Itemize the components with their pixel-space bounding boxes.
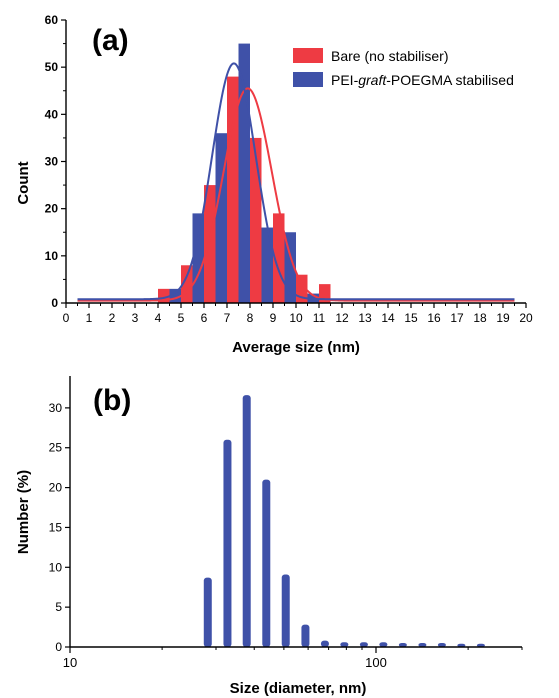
y-tick-label: 25 [49, 441, 63, 455]
bar-a-series0 [204, 185, 216, 303]
fit-curve-series0 [77, 87, 515, 302]
y-tick-label: 10 [45, 249, 59, 263]
y-tick-label: 10 [49, 560, 63, 574]
bar-b [437, 643, 446, 647]
y-tick-label: 50 [45, 60, 59, 74]
x-tick-label: 7 [224, 311, 231, 325]
bar-a-series1 [192, 213, 204, 303]
legend-swatch-bare [293, 48, 323, 63]
bar-a-series0 [273, 213, 285, 303]
panel-b-label: (b) [93, 384, 131, 417]
panel-a-x-axis-title: Average size (nm) [232, 339, 360, 356]
bar-b [262, 479, 271, 647]
panel-b-bars [203, 395, 485, 647]
y-tick-label: 40 [45, 107, 59, 121]
x-tick-label: 8 [247, 311, 254, 325]
bar-a-series1 [169, 288, 181, 303]
x-tick-label: 10 [63, 655, 77, 670]
x-tick-label: 19 [496, 311, 510, 325]
x-tick-label: 15 [404, 311, 418, 325]
y-tick-label: 15 [49, 520, 63, 534]
bar-a-series0 [227, 76, 239, 303]
bar-a-series1 [261, 227, 273, 303]
bar-b [457, 643, 466, 647]
y-tick-label: 20 [49, 481, 63, 495]
x-tick-label: 12 [335, 311, 349, 325]
x-tick-label: 20 [519, 311, 533, 325]
y-tick-label: 0 [51, 296, 58, 310]
x-tick-label: 13 [358, 311, 372, 325]
x-tick-label: 6 [201, 311, 208, 325]
legend-label-bare: Bare (no stabiliser) [331, 48, 449, 64]
x-tick-label: 10 [289, 311, 303, 325]
panel-b-size-distribution: 10 100 0 5 10 15 20 25 30 (b) Size (diameter, nm… [15, 376, 523, 697]
panel-a-fit-curves [77, 62, 515, 302]
bar-a-series1 [215, 133, 227, 303]
bar-b [320, 640, 329, 647]
bar-b [301, 624, 310, 647]
legend-label-stabilised: PEI-graft-POEGMA stabilised [331, 72, 514, 88]
bar-a-series0 [158, 288, 170, 303]
panel-b-y-axis-title: Number (%) [15, 470, 32, 554]
bar-b [223, 439, 232, 647]
y-tick-label: 0 [55, 640, 62, 654]
panel-a-label: (a) [92, 24, 129, 57]
x-tick-label: 100 [365, 655, 387, 670]
panel-b-axes: 10 100 0 5 10 15 20 25 30 [49, 376, 523, 670]
panel-b-x-axis-title: Size (diameter, nm) [230, 680, 367, 697]
bar-b [340, 642, 349, 647]
bar-a-series0 [250, 137, 262, 303]
bar-b [379, 642, 388, 647]
bar-b [203, 577, 212, 647]
panel-a-bars [158, 43, 331, 303]
panel-a-axes: 0 1 2 3 4 5 6 7 8 9 10 11 12 13 14 15 16 17 18 19 2001020304… [45, 13, 533, 325]
panel-a-histogram: 0 1 2 3 4 5 6 7 8 9 10 11 12 13 14 15 16 17 18 19 2001020304… [15, 13, 533, 356]
x-tick-label: 0 [63, 311, 70, 325]
bar-a-series0 [296, 274, 308, 303]
y-tick-label: 20 [45, 202, 59, 216]
bar-a-series0 [319, 284, 331, 303]
y-tick-label: 5 [55, 600, 62, 614]
bar-b [242, 395, 251, 647]
x-tick-label: 14 [381, 311, 395, 325]
x-tick-label: 17 [450, 311, 464, 325]
bar-b [418, 643, 427, 647]
x-tick-label: 2 [109, 311, 116, 325]
bar-a-series1 [284, 232, 296, 303]
y-tick-label: 30 [49, 401, 63, 415]
x-tick-label: 18 [473, 311, 487, 325]
x-tick-label: 11 [313, 311, 326, 325]
y-tick-label: 60 [45, 13, 59, 27]
bar-b [359, 642, 368, 647]
x-tick-label: 9 [270, 311, 277, 325]
bar-b [398, 643, 407, 647]
panel-a-legend: Bare (no stabiliser) PEI-graft-POEGMA st… [293, 48, 514, 88]
legend-swatch-stabilised [293, 72, 323, 87]
x-tick-label: 16 [427, 311, 441, 325]
x-tick-label: 4 [155, 311, 162, 325]
bar-b [476, 643, 485, 647]
bar-b [281, 574, 290, 647]
bar-a-series0 [181, 265, 193, 303]
y-tick-label: 30 [45, 155, 59, 169]
x-tick-label: 5 [178, 311, 185, 325]
fit-curve-series1 [77, 62, 515, 301]
x-tick-label: 3 [132, 311, 139, 325]
bar-a-series1 [238, 43, 250, 303]
panel-a-y-axis-title: Count [15, 161, 32, 204]
x-tick-label: 1 [86, 311, 93, 325]
